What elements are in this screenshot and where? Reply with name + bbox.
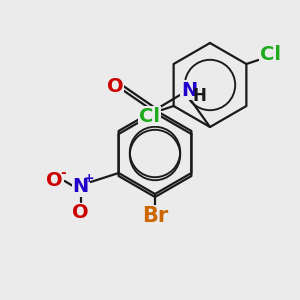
Text: Cl: Cl <box>139 106 160 125</box>
Text: N: N <box>181 80 197 100</box>
Text: N: N <box>73 178 89 196</box>
Text: +: + <box>83 172 94 184</box>
Text: -: - <box>60 166 65 180</box>
Text: O: O <box>46 172 63 190</box>
Text: O: O <box>107 76 123 95</box>
Text: Cl: Cl <box>260 44 281 64</box>
Text: H: H <box>192 87 206 105</box>
Text: Br: Br <box>142 206 168 226</box>
Text: O: O <box>72 203 89 223</box>
